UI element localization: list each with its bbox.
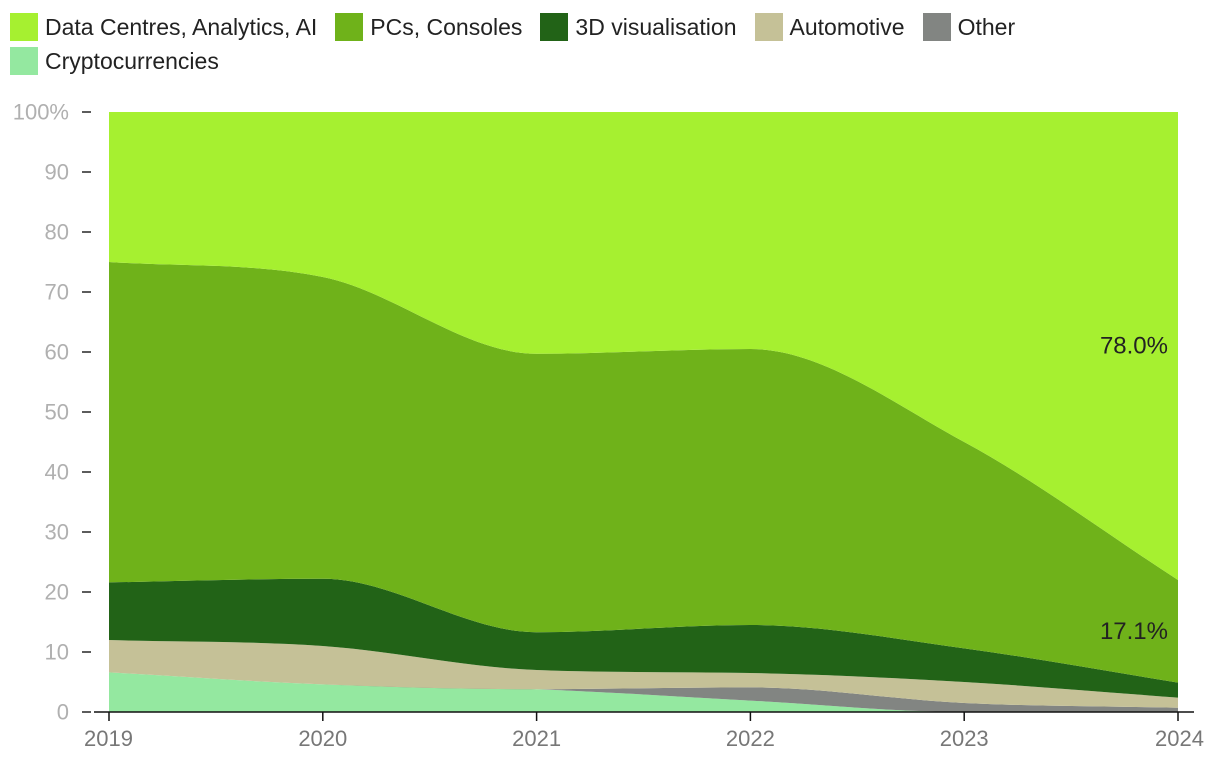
y-tick-label: 30 [45, 520, 69, 545]
legend-swatch-other [922, 13, 951, 41]
area-cryptocurrencies [109, 672, 1178, 712]
area-data-centres-analytics-ai [109, 112, 1178, 580]
annotation-data-centres-analytics-ai: 78.0% [1100, 333, 1168, 360]
legend-item-data-centres: Data Centres, Analytics, AI [10, 13, 317, 41]
legend-row-1: Data Centres, Analytics, AI PCs, Console… [10, 10, 1210, 44]
x-tick-label: 2024 [1155, 726, 1204, 751]
area-other [109, 672, 1178, 712]
legend-label-3d-visualisation: 3D visualisation [575, 13, 737, 40]
legend-label-other: Other [957, 13, 1016, 40]
annotations: 78.0% 17.1% [1100, 333, 1168, 645]
x-tick-label: 2019 [84, 726, 133, 751]
legend-row-2: Cryptocurrencies [10, 44, 1210, 78]
x-tick-label: 2020 [298, 726, 347, 751]
y-axis: 0 10 20 30 40 50 60 70 80 90 100% [13, 100, 91, 725]
legend-label-automotive: Automotive [789, 13, 905, 40]
annotation-pcs-consoles: 17.1% [1100, 618, 1168, 645]
y-tick-label: 50 [45, 400, 69, 425]
legend-item-automotive: Automotive [754, 13, 905, 41]
area-layers [109, 112, 1178, 712]
legend-swatch-pcs-consoles [335, 13, 364, 41]
area-automotive [109, 640, 1178, 708]
y-tick-label: 80 [45, 220, 69, 245]
legend-swatch-cryptocurrencies [10, 47, 38, 75]
legend-label-cryptocurrencies: Cryptocurrencies [45, 47, 219, 74]
legend-swatch-automotive [754, 13, 783, 41]
legend-swatch-data-centres [10, 13, 38, 41]
y-tick-label: 10 [45, 640, 69, 665]
y-tick-label: 100% [13, 100, 69, 125]
legend-label-data-centres: Data Centres, Analytics, AI [45, 13, 318, 40]
legend-item-other: Other [922, 13, 1016, 41]
x-tick-label: 2021 [512, 726, 561, 751]
legend-swatch-3d-visualisation [540, 13, 569, 41]
x-axis: 2019 2020 2021 2022 2023 2024 [84, 711, 1204, 751]
legend-item-3d-visualisation: 3D visualisation [540, 13, 737, 41]
y-tick-label: 70 [45, 280, 69, 305]
x-tick-label: 2022 [726, 726, 775, 751]
y-tick-label: 20 [45, 580, 69, 605]
legend-item-cryptocurrencies: Cryptocurrencies [10, 47, 219, 75]
legend-item-pcs-consoles: PCs, Consoles [335, 13, 522, 41]
area-3d-visualisation [109, 578, 1178, 698]
legend: Data Centres, Analytics, AI PCs, Console… [10, 10, 1210, 78]
area-pcs-consoles [109, 262, 1178, 683]
y-tick-label: 40 [45, 460, 69, 485]
y-tick-label: 60 [45, 340, 69, 365]
y-tick-label: 0 [57, 700, 69, 725]
legend-label-pcs-consoles: PCs, Consoles [370, 13, 523, 40]
y-tick-label: 90 [45, 160, 69, 185]
x-tick-label: 2023 [940, 726, 989, 751]
